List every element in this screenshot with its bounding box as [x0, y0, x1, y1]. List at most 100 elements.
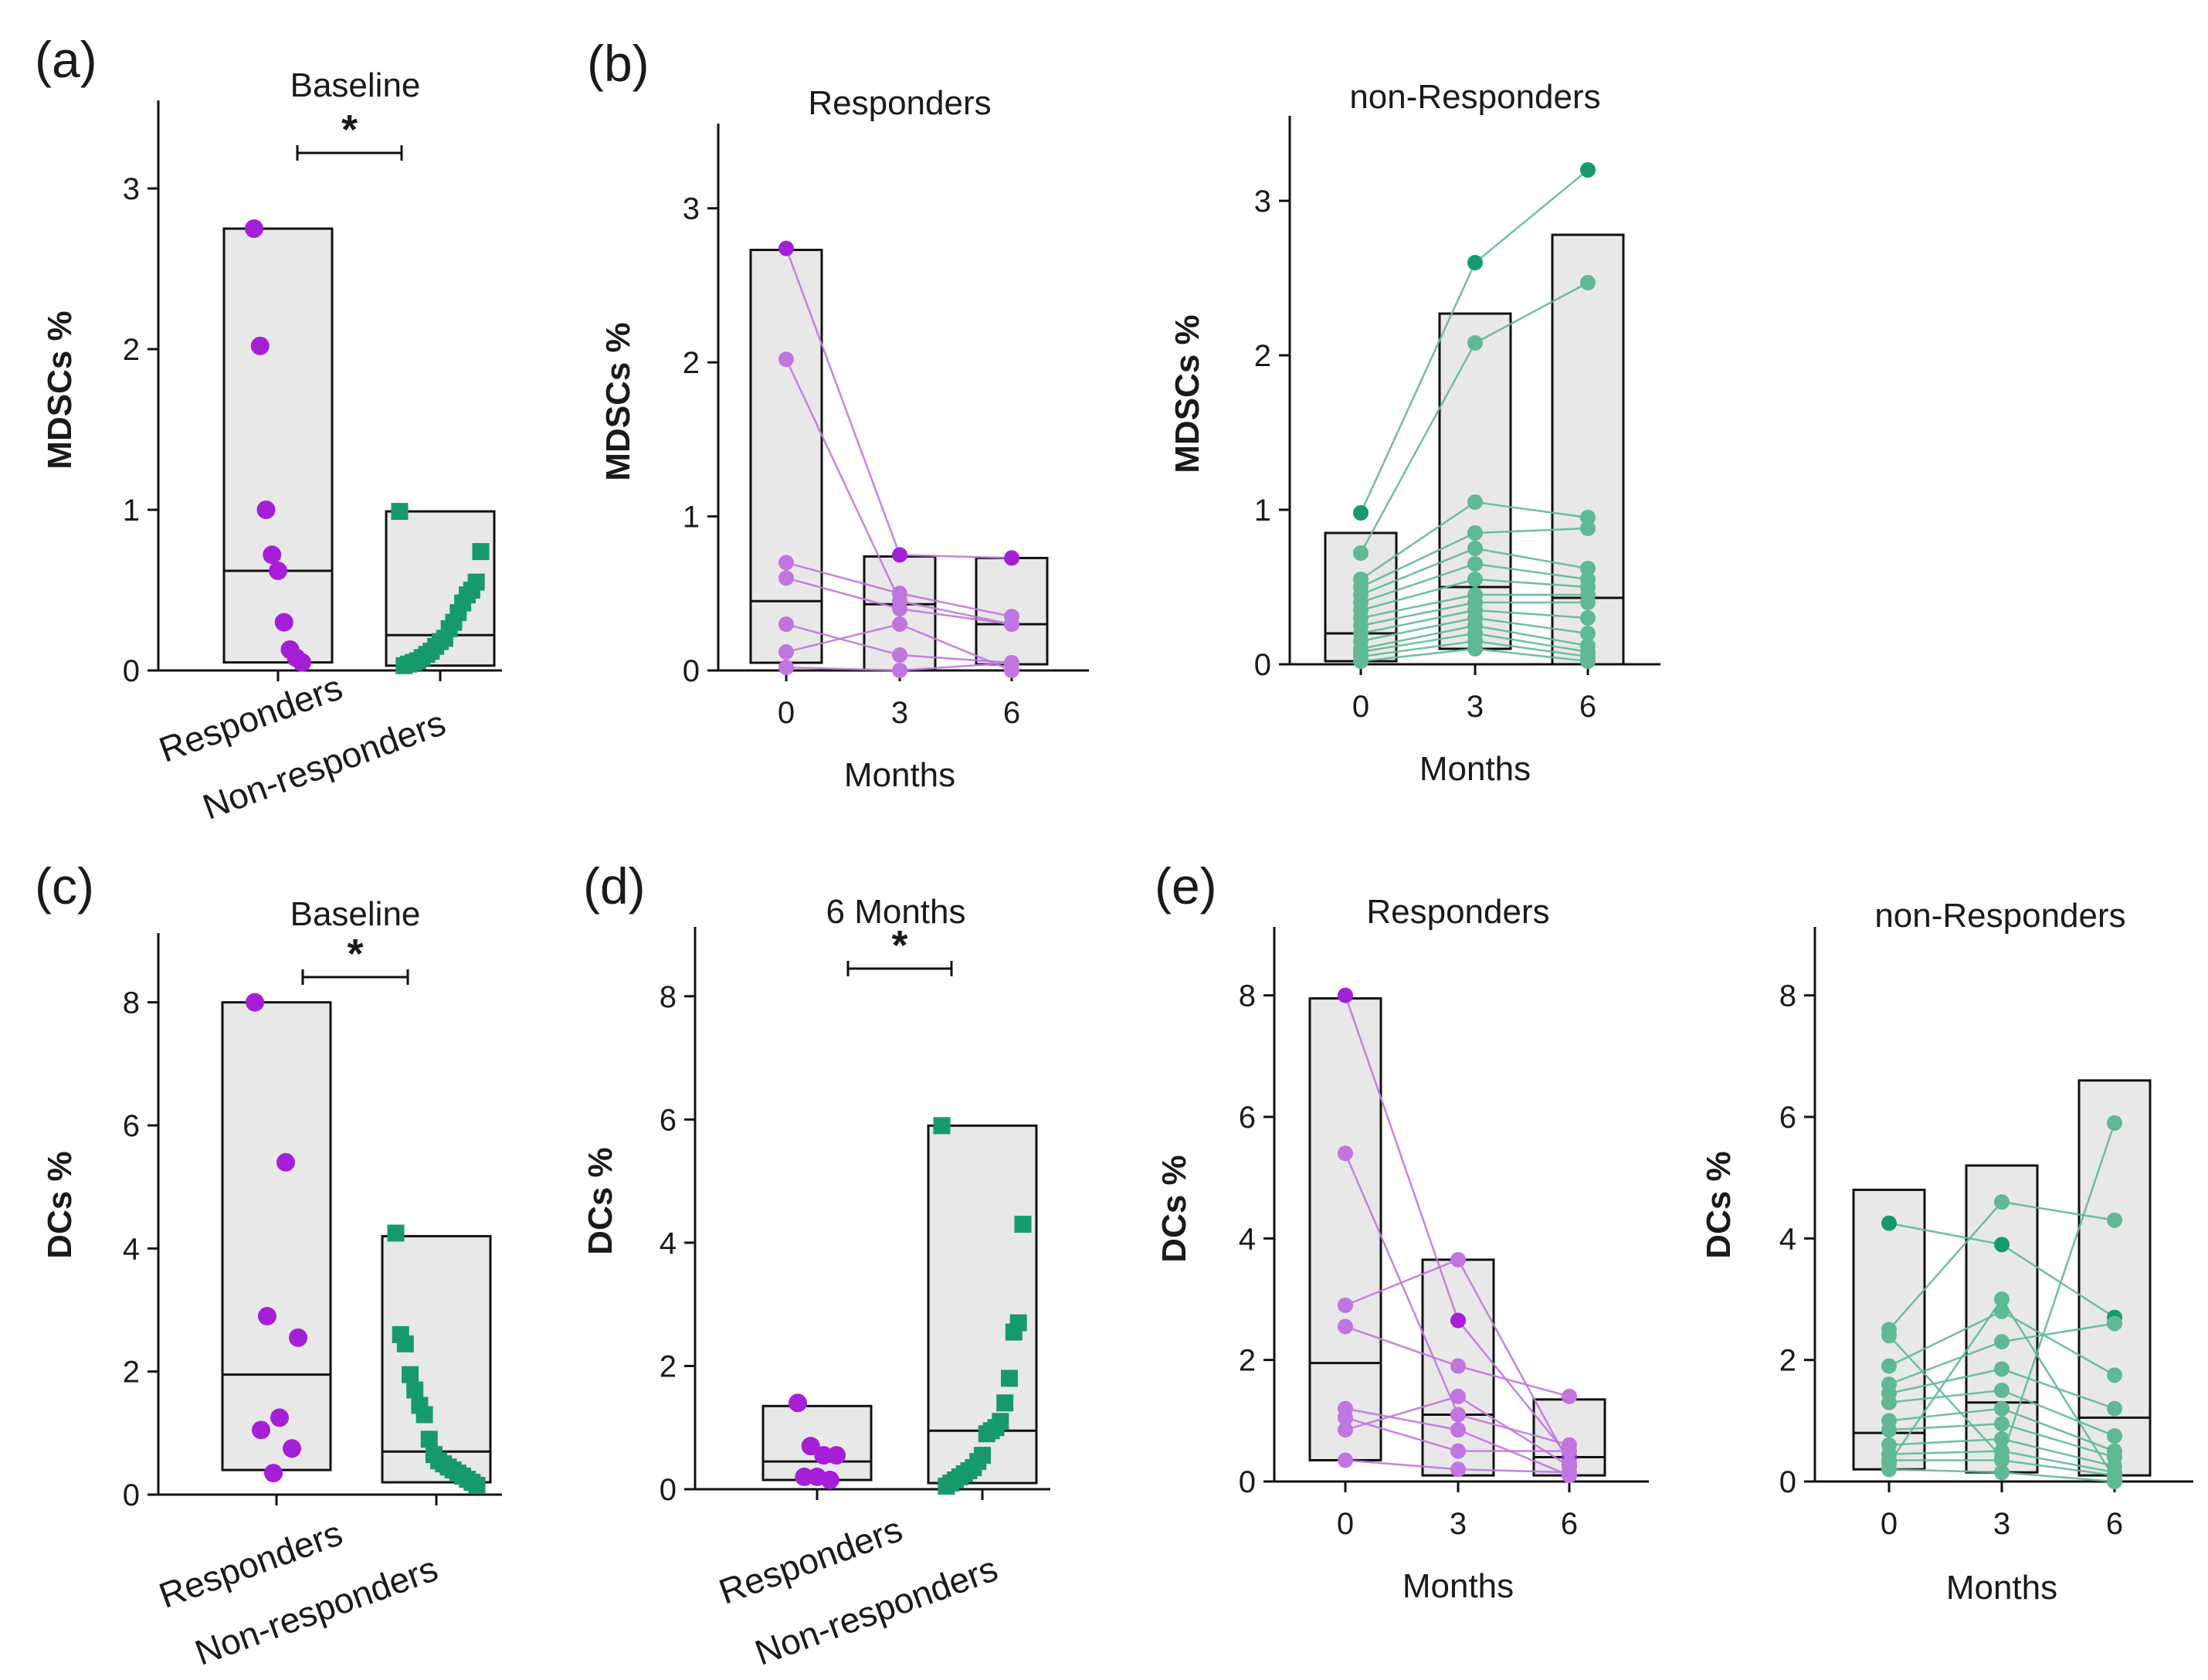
data-point-b2 — [1353, 545, 1369, 561]
data-point-b2 — [1467, 541, 1483, 556]
data-point-e2 — [2107, 1315, 2122, 1332]
data-point-b1 — [778, 570, 794, 586]
range-bar-e1-0 — [1308, 997, 1382, 1461]
data-point-d — [801, 1437, 820, 1456]
y-axis-label-e2: DCs % — [1700, 1151, 1738, 1258]
data-point-b2 — [1580, 162, 1596, 178]
data-point-c — [252, 1420, 270, 1440]
data-point-c — [396, 1335, 414, 1352]
data-point-e2 — [2107, 1428, 2122, 1444]
y-tick-label-b1: 1 — [683, 501, 700, 535]
data-point-e2 — [2107, 1474, 2122, 1489]
data-point-e2 — [1994, 1452, 2010, 1468]
x-tick-label-e1: 0 — [1337, 1507, 1354, 1541]
data-point-c — [246, 993, 264, 1012]
range-bar-b1-0 — [749, 249, 823, 664]
data-point-a — [256, 501, 276, 519]
data-point-e2 — [1994, 1361, 2010, 1377]
data-point-d — [1001, 1369, 1018, 1387]
data-point-a — [391, 503, 409, 521]
data-point-c — [258, 1306, 276, 1325]
data-point-e2 — [1994, 1464, 2010, 1481]
data-point-e2 — [1881, 1394, 1897, 1410]
x-tick-label-b2: 6 — [1579, 690, 1596, 724]
data-point-a — [395, 657, 413, 674]
y-tick-label-d: 0 — [660, 1473, 677, 1507]
data-point-e2 — [1994, 1291, 2010, 1307]
data-point-e1 — [1562, 1443, 1577, 1459]
x-tick-label-b1: 6 — [1003, 696, 1020, 730]
data-point-e2 — [1994, 1431, 2010, 1447]
data-point-e2 — [2107, 1400, 2122, 1417]
data-point-b1 — [778, 351, 794, 368]
y-axis-label-a: MDSCs % — [41, 311, 79, 469]
panel-label-d: (d) — [583, 857, 646, 915]
y-tick-label-d: 2 — [660, 1349, 677, 1383]
data-point-c — [387, 1224, 405, 1242]
data-point-e1 — [1450, 1358, 1466, 1374]
data-point-d — [795, 1468, 814, 1487]
data-point-e1 — [1338, 987, 1353, 1003]
y-tick-label-c: 0 — [123, 1478, 140, 1512]
x-tick-label-b2: 0 — [1352, 690, 1369, 724]
y-tick-label-e1: 8 — [1239, 979, 1256, 1013]
data-point-e2 — [1994, 1237, 2010, 1253]
data-point-b2 — [1467, 572, 1483, 587]
data-point-c — [283, 1439, 301, 1458]
data-point-e1 — [1338, 1422, 1353, 1438]
data-point-b2 — [1467, 335, 1483, 351]
data-point-e1 — [1450, 1461, 1466, 1478]
data-point-b1 — [778, 555, 794, 571]
data-point-e2 — [1881, 1461, 1897, 1478]
data-point-a — [263, 545, 282, 565]
data-point-e1 — [1450, 1251, 1466, 1268]
y-tick-label-e2: 2 — [1779, 1344, 1796, 1378]
data-point-c — [276, 1152, 295, 1172]
y-tick-label-b2: 2 — [1254, 339, 1271, 373]
data-point-b2 — [1580, 521, 1596, 536]
data-point-d — [978, 1425, 995, 1443]
data-point-b1 — [778, 644, 794, 660]
data-point-b2 — [1580, 595, 1596, 610]
y-tick-label-a: 1 — [123, 494, 140, 528]
data-point-e1 — [1338, 1410, 1353, 1426]
y-tick-label-a: 2 — [123, 333, 140, 367]
y-tick-label-b2: 1 — [1254, 494, 1271, 528]
data-point-e2 — [1994, 1194, 2010, 1210]
data-point-e1 — [1450, 1388, 1466, 1404]
data-point-e1 — [1450, 1422, 1466, 1438]
y-tick-label-e1: 6 — [1239, 1101, 1256, 1135]
data-point-b2 — [1580, 610, 1596, 626]
y-tick-label-d: 4 — [660, 1227, 677, 1261]
panel-label-e1: (e) — [1155, 857, 1217, 915]
y-tick-label-b1: 2 — [683, 346, 700, 380]
data-point-b1 — [1004, 616, 1019, 633]
panel-title-b1: Responders — [808, 84, 991, 122]
x-tick-label-e2: 3 — [1993, 1507, 2010, 1541]
data-point-b1 — [778, 616, 794, 633]
y-tick-label-a: 3 — [123, 172, 140, 206]
data-point-b2 — [1467, 494, 1483, 510]
data-point-e1 — [1450, 1443, 1466, 1459]
data-point-b2 — [1580, 510, 1596, 525]
data-point-c — [270, 1408, 289, 1427]
range-bar-d-1 — [927, 1124, 1038, 1485]
data-point-b1 — [892, 647, 907, 664]
y-tick-label-d: 8 — [660, 980, 677, 1014]
data-point-e2 — [2107, 1367, 2122, 1383]
data-point-a — [274, 613, 293, 632]
range-bar-c-0 — [221, 1001, 332, 1471]
data-point-e2 — [1881, 1215, 1897, 1231]
data-point-c — [415, 1406, 433, 1424]
data-point-e2 — [2107, 1212, 2122, 1228]
data-point-c — [420, 1431, 438, 1448]
data-point-e1 — [1450, 1407, 1466, 1423]
data-point-a — [250, 336, 270, 355]
significance-star-c: * — [347, 931, 363, 977]
data-point-e1 — [1338, 1145, 1353, 1162]
y-axis-label-c: DCs % — [41, 1151, 79, 1258]
y-tick-label-c: 8 — [123, 986, 140, 1020]
data-point-e1 — [1562, 1464, 1577, 1481]
data-point-b2 — [1353, 505, 1369, 521]
data-point-a — [472, 543, 490, 561]
